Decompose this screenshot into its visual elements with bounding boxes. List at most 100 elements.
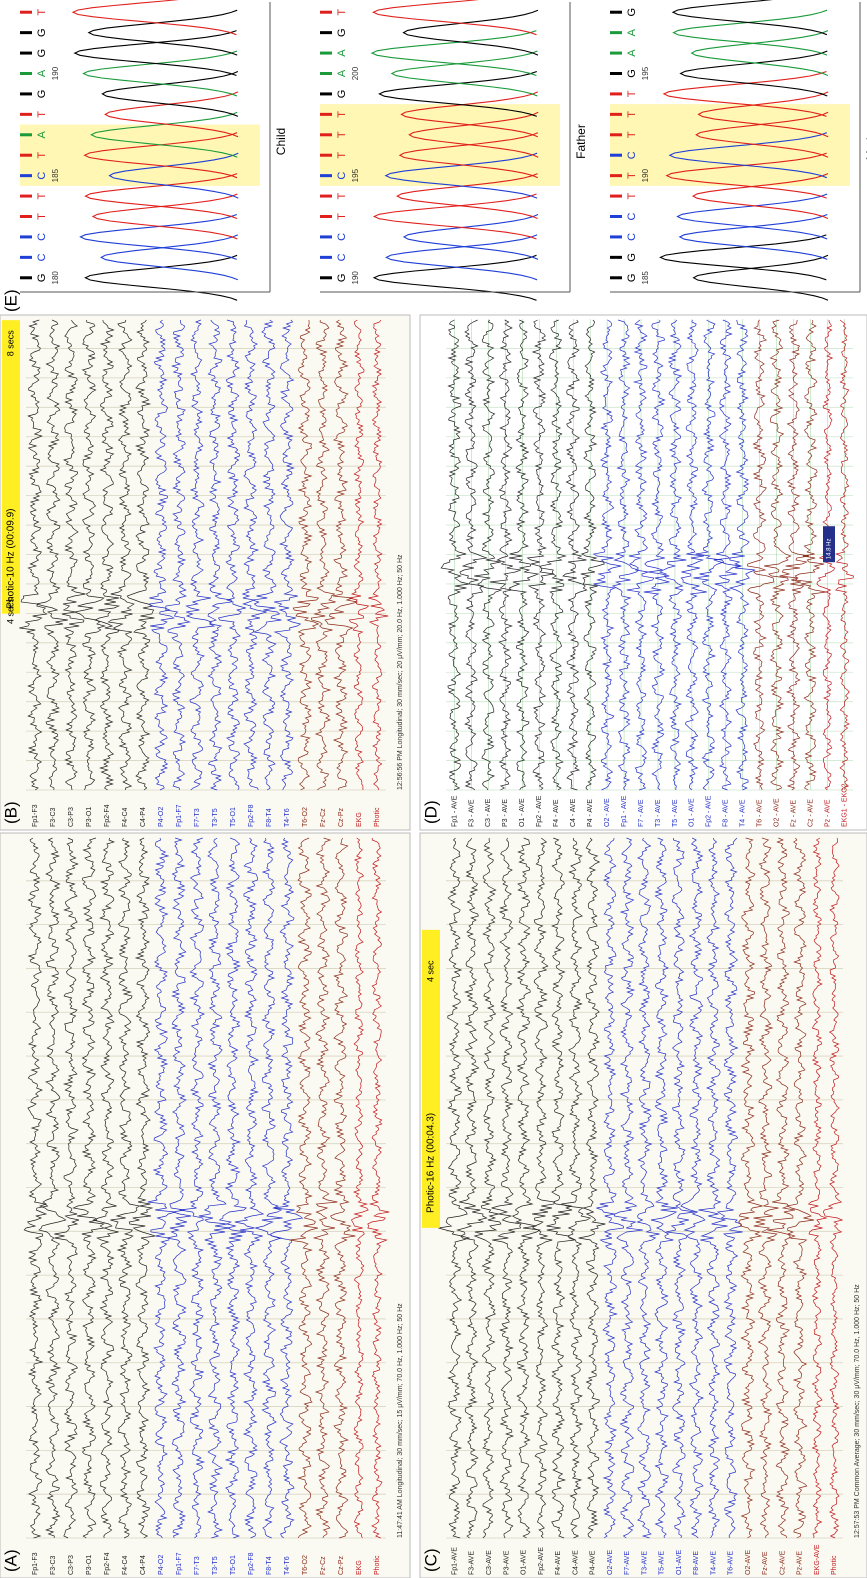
- channel-label: Fp1-F7: [176, 804, 183, 827]
- base: A: [336, 49, 348, 57]
- channel-label: Fp2-F4: [104, 1552, 111, 1575]
- figure: Fp1-F3F3-C3C3-P3P3-O1Fp2-F4F4-C4C4-P4P4-…: [0, 0, 867, 1578]
- peak: [673, 0, 827, 35]
- base: G: [626, 69, 638, 78]
- channel-label: C4-P4: [140, 1555, 147, 1575]
- channel-label: F8 - AVE: [723, 799, 730, 827]
- channel-label: F7 - AVE: [638, 799, 645, 827]
- channel-label: T3-AVE: [641, 1551, 648, 1575]
- channel-label: Fp2 - AVE: [536, 795, 543, 827]
- annotation: 8 secs: [5, 330, 15, 357]
- panel-label: (E): [1, 289, 20, 312]
- panel-label: (D): [421, 800, 440, 824]
- channel-label: T6-O2: [302, 1555, 309, 1575]
- peak: [374, 255, 536, 300]
- channel-label: C3 - AVE: [485, 798, 492, 827]
- peak: [81, 215, 237, 260]
- channel-label: Fp2-AVE: [538, 1547, 545, 1575]
- peak: [101, 235, 238, 280]
- quality-bar: [20, 215, 32, 218]
- quality-bar: [610, 174, 622, 177]
- quality-bar: [20, 195, 32, 198]
- annotation: Photic-10 Hz (00:09.9): [6, 508, 17, 608]
- base: T: [336, 152, 348, 159]
- channel-label: F3-C3: [50, 807, 57, 827]
- quality-bar: [320, 52, 332, 55]
- position-label: 185: [51, 168, 60, 182]
- base: T: [336, 213, 348, 220]
- channel-label: F8-T4: [266, 808, 273, 827]
- annotation: Photic-16 Hz (00:04.3): [426, 1113, 437, 1213]
- base: G: [626, 8, 638, 17]
- quality-bar: [320, 174, 332, 177]
- channel-label: T6 - AVE: [757, 799, 764, 827]
- channel-label: P3-AVE: [503, 1550, 510, 1575]
- quality-bar: [610, 276, 622, 279]
- channel-label: C4-AVE: [572, 1550, 579, 1575]
- channel-label: T5-O1: [230, 807, 237, 827]
- panel-bg: [420, 833, 867, 1578]
- channel-label: T4 - AVE: [740, 799, 747, 827]
- quality-bar: [320, 72, 332, 75]
- track-name: Child: [274, 128, 288, 155]
- eeg-panel: Fp1-F3F3-C3C3-P3P3-O1Fp2-F4F4-C4C4-P4P4-…: [0, 833, 410, 1578]
- channel-label: F8-AVE: [693, 1551, 700, 1575]
- base: C: [336, 172, 348, 180]
- base: A: [626, 49, 638, 57]
- base: A: [626, 28, 638, 36]
- channel-label: T3-T5: [212, 1556, 219, 1575]
- channel-label: Cz-Pz: [338, 807, 345, 827]
- panel-bg: [420, 315, 867, 830]
- channel-label: O1-AVE: [521, 1550, 528, 1575]
- base: C: [336, 233, 348, 241]
- channel-label: Pz-AVE: [797, 1551, 804, 1575]
- base: C: [36, 172, 48, 180]
- channel-label: P4-AVE: [590, 1550, 597, 1575]
- base: C: [336, 253, 348, 261]
- eeg-panel: Fp1 - AVEF3 - AVEC3 - AVEP3 - AVEO1 - AV…: [420, 315, 867, 830]
- channel-label: Photic: [831, 1555, 838, 1575]
- position-label: 180: [51, 271, 60, 285]
- footer: 12:57:53 PM Common Average; 30 mm/sec; 3…: [854, 1284, 861, 1538]
- peak: [660, 235, 826, 280]
- peak: [404, 10, 539, 55]
- channel-label: T5-AVE: [659, 1551, 666, 1575]
- channel-label: T5 - AVE: [672, 799, 679, 827]
- peak: [692, 31, 828, 76]
- channel-label: Fz-Cz: [320, 1556, 327, 1575]
- quality-bar: [610, 72, 622, 75]
- track-name: Father: [574, 124, 588, 159]
- quality-bar: [320, 113, 332, 116]
- channel-label: T5-O1: [230, 1555, 237, 1575]
- channel-label: EKG: [356, 1560, 363, 1575]
- peak: [89, 10, 237, 55]
- quality-bar: [320, 92, 332, 95]
- channel-label: Fp1-F3: [32, 1552, 39, 1575]
- base: C: [36, 253, 48, 261]
- channel-label: F3-C3: [50, 1555, 57, 1575]
- quality-bar: [20, 52, 32, 55]
- channel-label: Fp2-F4: [104, 804, 111, 827]
- channel-label: T4-AVE: [710, 1551, 717, 1575]
- channel-label: EKG: [356, 812, 363, 827]
- quality-bar: [320, 256, 332, 259]
- quality-bar: [20, 276, 32, 279]
- panel-label: (A): [1, 1549, 20, 1572]
- base: A: [336, 69, 348, 77]
- base: T: [336, 111, 348, 118]
- channel-label: P4 - AVE: [587, 799, 594, 827]
- channel-label: C4-P4: [140, 807, 147, 827]
- channel-label: C3-P3: [68, 807, 75, 827]
- quality-bar: [320, 133, 332, 136]
- base: G: [626, 253, 638, 262]
- base: T: [626, 131, 638, 138]
- channel-label: Fp1-F3: [32, 804, 39, 827]
- channel-label: Cz-AVE: [779, 1550, 786, 1575]
- rotated-content: Fp1-F3F3-C3C3-P3P3-O1Fp2-F4F4-C4C4-P4P4-…: [0, 0, 867, 1578]
- channel-label: Fz - AVE: [790, 800, 797, 827]
- channel-label: P4-O2: [158, 1555, 165, 1575]
- quality-bar: [610, 31, 622, 34]
- peak: [372, 31, 536, 76]
- channel-label: P3-O1: [86, 807, 93, 827]
- position-label: 200: [351, 66, 360, 80]
